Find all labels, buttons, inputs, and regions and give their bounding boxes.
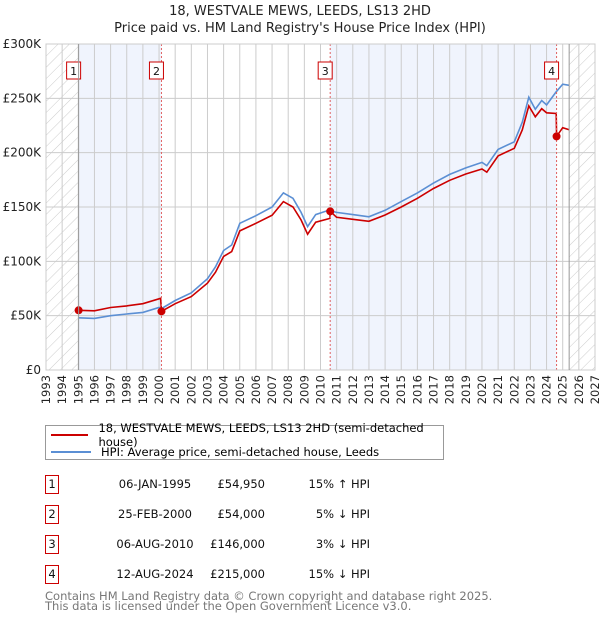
price-chart: 1 2 3 4 1993 1994 1995 1996 1997 1998 1999 2000 2001… (3, 37, 600, 404)
x-tick-label: 2021 (491, 375, 505, 404)
transaction-hpi-diff: 15% ↓ HPI (308, 567, 370, 581)
legend-item-hpi: HPI: Average price, semi-detached house,… (46, 444, 379, 460)
x-tick-label: 2013 (362, 375, 376, 404)
legend-label-property: 18, WESTVALE MEWS, LEEDS, LS13 2HD (semi… (98, 421, 424, 449)
y-tick-label: £0 (26, 363, 41, 377)
x-tick-label: 2023 (523, 375, 537, 404)
transaction-price: £54,000 (217, 507, 265, 521)
chart-title-line2: Price paid vs. HM Land Registry's House … (114, 21, 486, 36)
x-tick-label: 2015 (394, 375, 408, 404)
chart-title-line1: 18, WESTVALE MEWS, LEEDS, LS13 2HD (169, 4, 431, 19)
x-tick-label: 2024 (540, 375, 554, 404)
y-tick-label: £300K (3, 37, 43, 51)
transaction-date: 25-FEB-2000 (118, 507, 192, 521)
x-tick-label: 2014 (378, 375, 392, 404)
sale-label-box (544, 61, 560, 80)
x-tick-label: 2017 (427, 375, 441, 404)
x-tick-label: 2003 (200, 375, 214, 404)
transaction-date: 06-AUG-2010 (116, 537, 194, 551)
y-tick-label: £200K (3, 146, 43, 160)
x-tick-label: 2005 (233, 375, 247, 404)
x-tick-label: 2009 (297, 375, 311, 404)
x-tick-label: 1994 (55, 375, 69, 404)
transaction-price: £54,950 (217, 477, 265, 491)
x-tick-label: 1997 (104, 375, 118, 404)
x-tick-label: 2018 (443, 375, 457, 404)
transaction-hpi-diff: 5% ↓ HPI (315, 507, 370, 521)
transaction-price: £215,000 (210, 567, 265, 581)
y-tick-label: £50K (10, 309, 42, 323)
sale-point (157, 307, 166, 316)
x-tick-label: 2007 (265, 375, 279, 404)
sale-label-box (317, 61, 333, 80)
y-tick-label: £250K (3, 91, 43, 105)
y-tick-label: £100K (3, 254, 43, 268)
x-tick-label: 2000 (152, 375, 166, 404)
x-tick-label: 2006 (249, 375, 263, 404)
x-tick-label: 2020 (475, 375, 489, 404)
x-tick-label: 2019 (459, 375, 473, 404)
legend-swatch-red (51, 434, 89, 436)
x-tick-label: 2022 (507, 375, 521, 404)
x-tick-label: 2008 (281, 375, 295, 404)
y-tick-label: £150K (3, 200, 43, 214)
x-tick-label: 1996 (87, 375, 101, 404)
x-tick-label: 2012 (346, 375, 360, 404)
legend-item-property: 18, WESTVALE MEWS, LEEDS, LS13 2HD (semi… (46, 421, 443, 449)
transaction-number: 3 (45, 535, 59, 554)
x-tick-label: 2011 (330, 375, 344, 404)
x-tick-label: 2004 (217, 375, 231, 404)
transaction-price: £146,000 (210, 537, 265, 551)
transaction-date: 12-AUG-2024 (116, 567, 194, 581)
x-tick-label: 2027 (588, 375, 600, 404)
footer-copyright: Contains HM Land Registry data © Crown c… (45, 589, 493, 603)
transaction-hpi-diff: 3% ↓ HPI (315, 537, 370, 551)
plot-border (45, 43, 596, 371)
x-tick-label: 1993 (39, 375, 53, 404)
transaction-number: 2 (45, 505, 59, 524)
footer-licence: This data is licensed under the Open Gov… (45, 599, 412, 613)
sale-label: 2 (153, 65, 160, 78)
transaction-hpi-diff: 15% ↑ HPI (308, 477, 370, 491)
sale-label: 1 (70, 65, 77, 78)
x-tick-label: 2016 (410, 375, 424, 404)
sale-label-box (66, 61, 82, 80)
sale-label-box (148, 61, 164, 80)
sale-point (326, 207, 335, 216)
legend: 18, WESTVALE MEWS, LEEDS, LS13 2HD (semi… (45, 421, 444, 460)
x-tick-label: 1995 (71, 375, 85, 404)
x-tick-label: 2002 (184, 375, 198, 404)
transaction-number: 1 (45, 475, 59, 494)
sale-label: 3 (322, 65, 329, 78)
legend-label-hpi: HPI: Average price, semi-detached house,… (101, 445, 380, 459)
x-tick-label: 2025 (556, 375, 570, 404)
legend-swatch-blue (51, 451, 91, 453)
x-tick-label: 1998 (120, 375, 134, 404)
x-tick-label: 2026 (572, 375, 586, 404)
transaction-date: 06-JAN-1995 (118, 477, 192, 491)
x-tick-label: 1999 (136, 375, 150, 404)
x-tick-label: 2010 (314, 375, 328, 404)
transaction-number: 4 (45, 565, 59, 584)
sale-point (552, 132, 561, 141)
x-tick-label: 2001 (168, 375, 182, 404)
sale-label: 4 (548, 65, 555, 78)
